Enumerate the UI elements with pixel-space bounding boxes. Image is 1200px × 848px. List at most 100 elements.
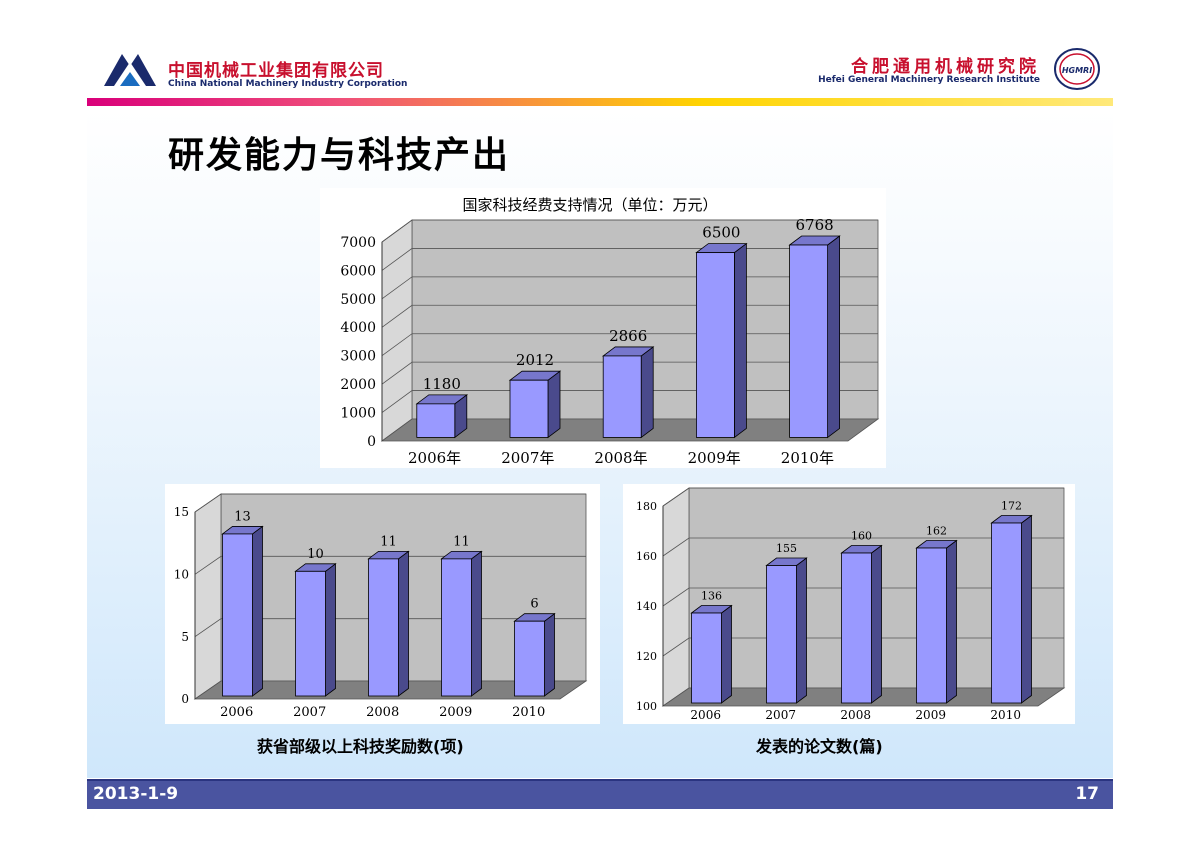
y-tick-label: 7000: [340, 235, 376, 251]
corp-name-cn: 中国机械工业集团有限公司: [168, 61, 384, 81]
data-label: 2866: [609, 327, 647, 345]
y-tick-label: 120: [636, 650, 657, 663]
cnmic-logo-icon: [104, 54, 156, 86]
institute-name-en: Hefei General Machinery Research Institu…: [818, 75, 1040, 85]
data-label: 1180: [423, 375, 461, 393]
x-tick-label: 2010年: [781, 449, 834, 467]
bar: [295, 570, 326, 697]
y-tick-label: 6000: [340, 263, 376, 279]
bar-side: [640, 346, 654, 439]
x-tick-label: 2006: [690, 708, 721, 722]
bar-side: [871, 544, 882, 704]
y-tick-label: 3000: [340, 349, 376, 365]
chart-panel-funding: 0 1000 2000 3000 4000 5000 6000 7000 1180 2006年 20…: [320, 188, 886, 468]
bar-side: [733, 242, 747, 439]
x-tick-label: 2010: [990, 708, 1021, 722]
footer-bar: 2013-1-9 17: [87, 781, 1113, 809]
data-label: 2012: [516, 351, 554, 369]
footer-date: 2013-1-9: [93, 784, 179, 804]
institute-name-cn: 合肥通用机械研究院: [851, 57, 1040, 77]
data-label: 162: [926, 525, 947, 538]
bar-side: [471, 550, 482, 697]
data-label: 160: [851, 530, 872, 543]
chart-side-wall: [381, 219, 413, 442]
x-tick-label: 2006: [220, 705, 253, 720]
y-tick-label: 5000: [340, 292, 376, 308]
bar: [916, 547, 947, 704]
bar-side: [398, 550, 409, 697]
y-tick-label: 2000: [340, 377, 376, 393]
bar: [441, 558, 472, 697]
x-tick-label: 2010: [512, 705, 545, 720]
bar-side: [252, 525, 263, 697]
data-label: 13: [234, 509, 251, 524]
x-tick-label: 2009年: [688, 449, 741, 467]
y-tick-label: 160: [636, 550, 657, 563]
logo-lettering: HGMRI: [1062, 66, 1092, 75]
x-tick-label: 2009: [915, 708, 946, 722]
x-tick-label: 2008: [366, 705, 399, 720]
bar: [695, 252, 735, 438]
data-label: 11: [453, 534, 470, 549]
bar-side: [544, 612, 555, 697]
bar: [368, 558, 399, 697]
gridline: [662, 537, 1064, 557]
y-tick-label: 15: [174, 505, 189, 519]
bar-side: [721, 604, 732, 704]
x-tick-label: 2007: [293, 705, 326, 720]
page-number: 17: [1075, 784, 1099, 804]
data-label: 6500: [702, 224, 740, 242]
data-label: 10: [307, 547, 324, 562]
bar: [766, 565, 797, 704]
y-tick-label: 100: [636, 700, 657, 713]
y-tick-label: 140: [636, 600, 657, 613]
chart-panel-papers: 100 120 140 160 180 136 2006 155 2007 160 2008 162 2…: [623, 484, 1075, 724]
data-label: 172: [1001, 500, 1022, 513]
bar-side: [1021, 514, 1032, 704]
gridline: [381, 219, 878, 243]
slide-title: 研发能力与科技产出: [168, 135, 511, 176]
bar: [416, 403, 456, 438]
data-label: 155: [776, 542, 797, 555]
y-tick-label: 180: [636, 500, 657, 513]
footer-divider: [87, 779, 1113, 781]
bar: [509, 379, 549, 438]
data-label: 11: [380, 534, 397, 549]
chart-side-wall: [194, 493, 222, 700]
gridline: [662, 487, 1064, 507]
y-tick-label: 4000: [340, 320, 376, 336]
bar: [602, 355, 642, 438]
hgmri-logo-icon: HGMRI: [1054, 48, 1100, 90]
x-tick-label: 2008: [840, 708, 871, 722]
bar: [222, 533, 253, 697]
x-tick-label: 2009: [439, 705, 472, 720]
y-tick-label: 1000: [340, 405, 376, 421]
bar-side: [827, 235, 840, 439]
awards-chart-caption: 获省部级以上科技奖励数(项): [257, 737, 464, 756]
y-tick-label: 10: [174, 568, 189, 582]
bar: [841, 552, 872, 704]
data-label: 6768: [796, 216, 834, 234]
bar: [991, 522, 1022, 704]
bar: [514, 620, 545, 697]
awards-bar-chart: 0 5 10 15 13 2006 10 2007 11 2008 11 2009 6 2010: [174, 493, 588, 720]
papers-chart-caption: 发表的论文数(篇): [756, 737, 883, 756]
corp-name-en: China National Machinery Industry Corpor…: [168, 79, 408, 89]
bar-side: [325, 563, 336, 697]
data-label: 6: [530, 597, 538, 612]
bar: [789, 244, 829, 438]
chart-title: 国家科技经费支持情况（单位：万元）: [462, 196, 717, 214]
bar-side: [547, 370, 561, 439]
x-tick-label: 2008年: [594, 449, 647, 467]
funding-bar-chart: 0 1000 2000 3000 4000 5000 6000 7000 1180 2006年 20…: [340, 196, 880, 467]
x-tick-label: 2006年: [408, 449, 461, 467]
chart-panel-awards: 0 5 10 15 13 2006 10 2007 11 2008 11 2009 6 2010: [165, 484, 600, 724]
y-tick-label: 0: [367, 434, 376, 450]
gridline: [194, 493, 586, 513]
header-divider: [87, 98, 1113, 106]
y-tick-label: 5: [181, 630, 189, 644]
x-tick-label: 2007年: [501, 449, 554, 467]
papers-bar-chart: 100 120 140 160 180 136 2006 155 2007 160 2008 162 2…: [636, 487, 1066, 722]
bar: [691, 612, 722, 704]
y-tick-label: 0: [181, 692, 189, 706]
